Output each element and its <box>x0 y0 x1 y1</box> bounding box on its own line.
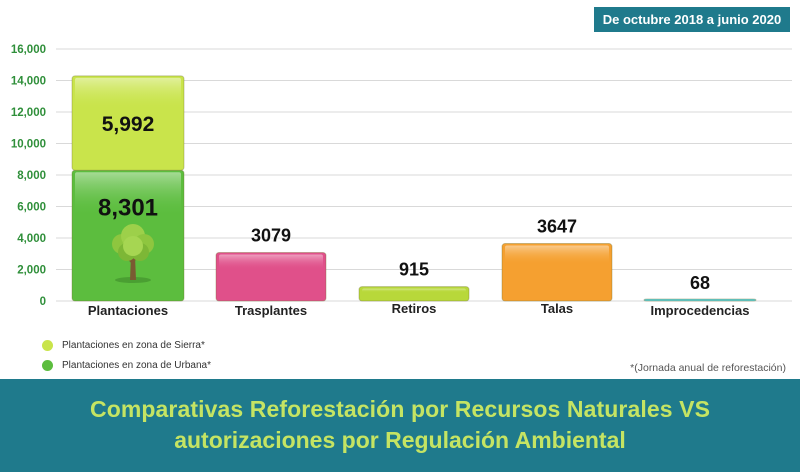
y-tick-label: 8,000 <box>17 170 46 182</box>
tree-icon <box>112 224 154 283</box>
legend-swatch-sierra <box>42 339 53 351</box>
legend-item-sierra: Plantaciones en zona de Sierra* <box>42 336 211 354</box>
bar-highlight <box>505 245 609 299</box>
x-category-label: Trasplantes <box>235 303 307 318</box>
legend-label-sierra: Plantaciones en zona de Sierra* <box>62 339 205 351</box>
x-category-label: Retiros <box>392 301 437 316</box>
bar-improcedencias-0 <box>643 298 757 302</box>
legend: Plantaciones en zona de Sierra* Plantaci… <box>42 336 211 376</box>
bar-highlight <box>362 288 466 299</box>
data-label: 3079 <box>251 226 291 246</box>
date-range-badge: De octubre 2018 a junio 2020 <box>594 7 790 32</box>
x-category-label: Improcedencias <box>651 303 750 318</box>
data-label: 5,992 <box>102 113 155 136</box>
bar-highlight <box>75 77 181 169</box>
y-tick-label: 10,000 <box>11 139 46 151</box>
footer-title-line1: Comparativas Reforestación por Recursos … <box>89 396 711 422</box>
footer-title-line2: autorizaciones por Regulación Ambiental <box>174 427 626 453</box>
legend-item-urbana: Plantaciones en zona de Urbana* <box>42 356 211 374</box>
legend-swatch-urbana <box>42 359 53 371</box>
y-tick-label: 16,000 <box>11 44 46 56</box>
x-category-label: Plantaciones <box>88 303 168 318</box>
bar-highlight <box>219 254 323 299</box>
x-category-label: Talas <box>541 301 573 316</box>
y-tick-label: 4,000 <box>17 233 46 245</box>
data-label: 3647 <box>537 217 577 237</box>
y-tick-label: 6,000 <box>17 202 46 214</box>
data-label: 8,301 <box>98 194 158 221</box>
footer-title: Comparativas Reforestación por Recursos … <box>0 379 800 472</box>
y-tick-label: 0 <box>40 296 46 308</box>
data-label: 68 <box>690 273 710 293</box>
legend-label-urbana: Plantaciones en zona de Urbana* <box>62 359 211 371</box>
y-tick-label: 2,000 <box>17 265 46 277</box>
y-tick-label: 12,000 <box>11 107 46 119</box>
data-label: 915 <box>399 260 429 280</box>
y-tick-label: 14,000 <box>11 76 46 88</box>
footnote: *(Jornada anual de reforestación) <box>630 362 786 374</box>
